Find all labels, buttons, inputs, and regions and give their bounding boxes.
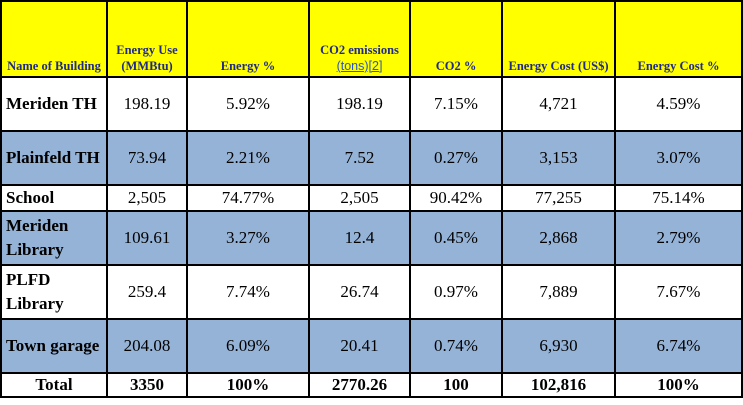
table-row: School 2,505 74.77% 2,505 90.42% 77,255 … <box>0 184 743 212</box>
building-name: Meriden TH <box>0 76 108 132</box>
energy-pct-cell: 74.77% <box>186 184 310 212</box>
energy-cost-cell: 77,255 <box>501 184 616 212</box>
table-body: Meriden TH 198.19 5.92% 198.19 7.15% 4,7… <box>0 76 743 374</box>
building-name: Meriden Library <box>0 210 108 266</box>
energy-pct-cell: 6.09% <box>186 318 310 374</box>
co2-pct-cell: 0.27% <box>409 130 503 186</box>
header-co2-label: CO2 emissions <box>320 43 399 57</box>
building-name: School <box>0 184 108 212</box>
co2-cell: 12.4 <box>308 210 411 266</box>
total-energy-cost: 102,816 <box>501 372 616 398</box>
energy-cost-cell: 2,868 <box>501 210 616 266</box>
energy-use-cell: 2,505 <box>106 184 188 212</box>
table-row: Plainfeld TH 73.94 2.21% 7.52 0.27% 3,15… <box>0 130 743 186</box>
energy-pct-cell: 2.21% <box>186 130 310 186</box>
total-energy-use: 3350 <box>106 372 188 398</box>
energy-use-cell: 73.94 <box>106 130 188 186</box>
total-co2: 2770.26 <box>308 372 411 398</box>
total-energy-cost-pct: 100% <box>614 372 743 398</box>
energy-use-cell: 204.08 <box>106 318 188 374</box>
energy-cost-cell: 7,889 <box>501 264 616 320</box>
header-building: Name of Building <box>0 0 108 78</box>
co2-pct-cell: 90.42% <box>409 184 503 212</box>
co2-pct-cell: 0.97% <box>409 264 503 320</box>
header-energy-pct: Energy % <box>186 0 310 78</box>
co2-cell: 20.41 <box>308 318 411 374</box>
co2-pct-cell: 0.74% <box>409 318 503 374</box>
building-name: Town garage <box>0 318 108 374</box>
table-row: Town garage 204.08 6.09% 20.41 0.74% 6,9… <box>0 318 743 374</box>
header-co2-link[interactable]: (tons)[2] <box>336 59 383 73</box>
co2-cell: 2,505 <box>308 184 411 212</box>
co2-cell: 26.74 <box>308 264 411 320</box>
energy-cost-cell: 3,153 <box>501 130 616 186</box>
total-label: Total <box>0 372 108 398</box>
co2-pct-cell: 0.45% <box>409 210 503 266</box>
energy-use-cell: 109.61 <box>106 210 188 266</box>
header-energy-use: Energy Use (MMBtu) <box>106 0 188 78</box>
energy-cost-cell: 6,930 <box>501 318 616 374</box>
header-row: Name of Building Energy Use (MMBtu) Ener… <box>0 0 743 78</box>
energy-pct-cell: 5.92% <box>186 76 310 132</box>
energy-cost-pct-cell: 6.74% <box>614 318 743 374</box>
energy-pct-cell: 7.74% <box>186 264 310 320</box>
header-co2-pct: CO2 % <box>409 0 503 78</box>
co2-pct-cell: 7.15% <box>409 76 503 132</box>
co2-cell: 7.52 <box>308 130 411 186</box>
header-energy-cost-pct: Energy Cost % <box>614 0 743 78</box>
energy-cost-pct-cell: 7.67% <box>614 264 743 320</box>
total-energy-pct: 100% <box>186 372 310 398</box>
energy-use-cell: 198.19 <box>106 76 188 132</box>
energy-cost-pct-cell: 75.14% <box>614 184 743 212</box>
total-co2-pct: 100 <box>409 372 503 398</box>
table-row: Meriden Library 109.61 3.27% 12.4 0.45% … <box>0 210 743 266</box>
energy-use-cell: 259.4 <box>106 264 188 320</box>
building-name: Plainfeld TH <box>0 130 108 186</box>
co2-cell: 198.19 <box>308 76 411 132</box>
energy-cost-pct-cell: 4.59% <box>614 76 743 132</box>
header-energy-cost: Energy Cost (US$) <box>501 0 616 78</box>
total-row: Total 3350 100% 2770.26 100 102,816 100% <box>0 372 743 398</box>
table-row: PLFD Library 259.4 7.74% 26.74 0.97% 7,8… <box>0 264 743 320</box>
table-row: Meriden TH 198.19 5.92% 198.19 7.15% 4,7… <box>0 76 743 132</box>
energy-cost-pct-cell: 2.79% <box>614 210 743 266</box>
energy-cost-cell: 4,721 <box>501 76 616 132</box>
table-header: Name of Building Energy Use (MMBtu) Ener… <box>0 0 743 78</box>
header-co2: CO2 emissions (tons)[2] <box>308 0 411 78</box>
energy-pct-cell: 3.27% <box>186 210 310 266</box>
energy-cost-pct-cell: 3.07% <box>614 130 743 186</box>
table-footer: Total 3350 100% 2770.26 100 102,816 100% <box>0 372 743 398</box>
building-name: PLFD Library <box>0 264 108 320</box>
